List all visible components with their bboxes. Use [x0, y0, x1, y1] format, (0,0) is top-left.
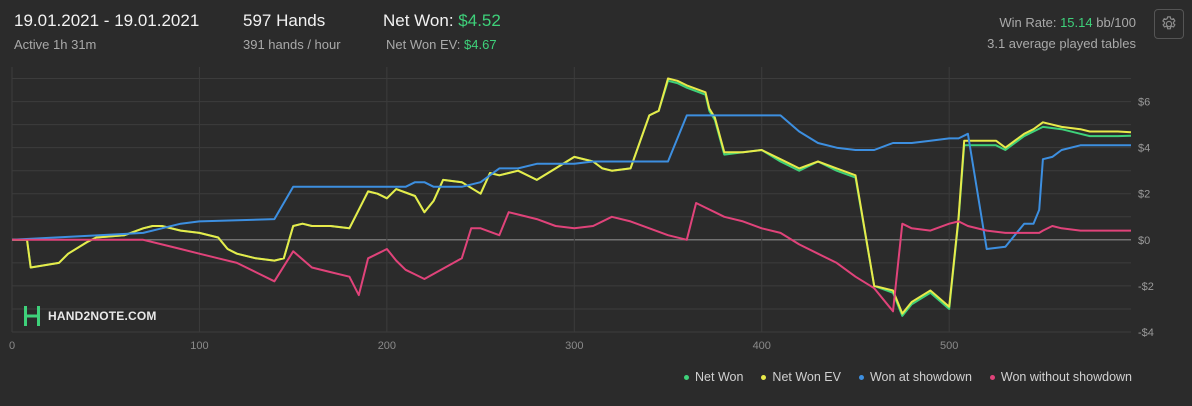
- legend-dot-icon: [858, 374, 864, 380]
- y-tick-label: -$4: [1138, 327, 1154, 339]
- x-tick-label: 300: [565, 340, 583, 352]
- legend-label: Won without showdown: [1000, 370, 1132, 384]
- h2n-logo-icon: [24, 306, 40, 326]
- series-line-won-at-showdown: [11, 114, 1131, 250]
- legend-label: Won at showdown: [869, 370, 972, 384]
- hands-per-hour: 391 hands / hour: [243, 37, 341, 52]
- net-won-ev-value: $4.67: [464, 37, 497, 52]
- y-tick-label: -$2: [1138, 281, 1154, 293]
- x-tick-label: 500: [940, 340, 958, 352]
- date-range: 19.01.2021 - 19.01.2021: [14, 11, 200, 30]
- win-rate-value: 15.14: [1060, 15, 1093, 30]
- gear-icon: [1162, 16, 1176, 30]
- series-line-net-won-ev: [12, 77, 1132, 315]
- settings-button[interactable]: [1154, 9, 1184, 39]
- series-layer: [11, 77, 1132, 317]
- legend-dot-icon: [684, 374, 690, 380]
- legend-item[interactable]: Net Won EV: [761, 370, 841, 384]
- y-tick-label: $4: [1138, 143, 1150, 155]
- win-rate-label: Win Rate:: [999, 15, 1057, 30]
- legend-item[interactable]: Net Won: [684, 370, 743, 384]
- grid-layer: [11, 67, 1131, 333]
- series-line-won-without-showdown: [12, 202, 1131, 313]
- legend-dot-icon: [989, 374, 995, 380]
- net-won-label: Net Won:: [383, 11, 454, 30]
- net-won-block: Net Won: $4.52 Net Won EV: $4.67: [383, 11, 501, 52]
- avg-tables: 3.1 average played tables: [987, 36, 1136, 51]
- legend-item[interactable]: Won at showdown: [858, 370, 972, 384]
- y-tick-label: $2: [1138, 189, 1150, 201]
- series-line-net-won: [12, 79, 1132, 317]
- x-tick-label: 0: [9, 340, 15, 352]
- y-tick-label: $6: [1138, 97, 1150, 109]
- legend-item[interactable]: Won without showdown: [989, 370, 1132, 384]
- legend-label: Net Won: [695, 370, 744, 384]
- net-won-value: $4.52: [458, 11, 501, 30]
- hands-block: 597 Hands 391 hands / hour: [243, 11, 341, 52]
- date-block: 19.01.2021 - 19.01.2021 Active 1h 31m: [14, 11, 199, 52]
- win-rate-block: Win Rate: 15.14 bb/100 3.1 average playe…: [987, 15, 1136, 51]
- net-won-ev-label: Net Won EV:: [386, 37, 461, 52]
- x-tick-label: 100: [190, 340, 208, 352]
- axis-layer: -$4 -$2 $0 $2 $4 $6 0 100 200 300 400 500: [9, 97, 1154, 352]
- y-tick-label: $0: [1138, 235, 1150, 247]
- stats-header: 19.01.2021 - 19.01.2021 Active 1h 31m 59…: [0, 0, 1192, 64]
- active-time: Active 1h 31m: [14, 37, 97, 52]
- x-tick-label: 400: [753, 340, 771, 352]
- legend-dot-icon: [761, 374, 767, 380]
- win-rate-unit: bb/100: [1096, 15, 1136, 30]
- hand2note-logo: HAND2NOTE.COM: [22, 305, 157, 327]
- chart-legend: Net Won Net Won EV Won at showdown Won with…: [684, 370, 1132, 384]
- logo-text: HAND2NOTE.COM: [48, 309, 157, 323]
- x-tick-label: 200: [378, 340, 396, 352]
- legend-label: Net Won EV: [772, 370, 841, 384]
- hands-count: 597 Hands: [243, 11, 326, 30]
